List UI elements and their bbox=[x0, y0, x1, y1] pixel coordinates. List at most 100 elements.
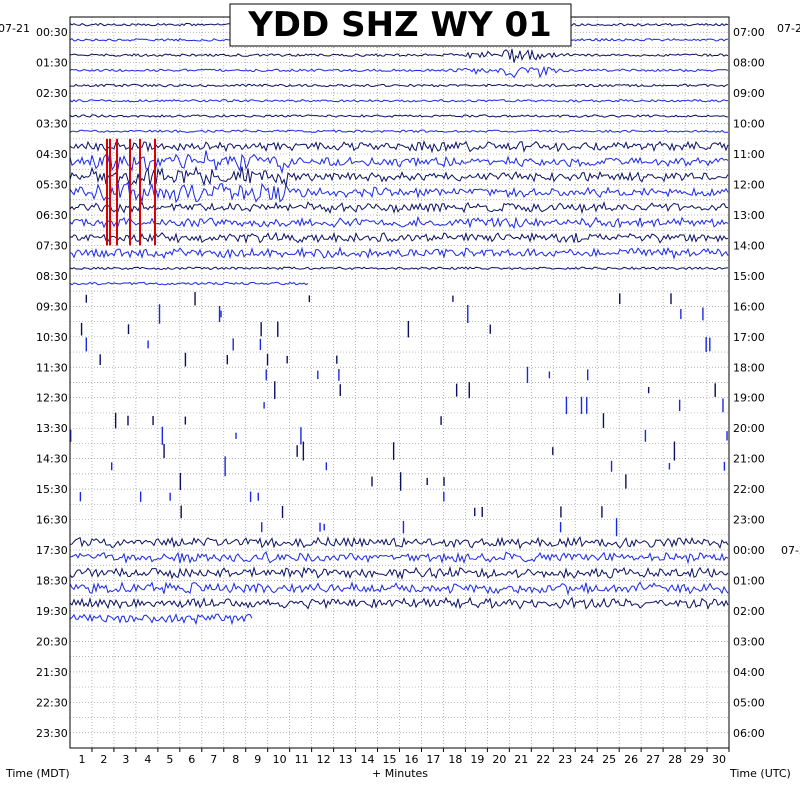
right-time-label: 21:00 bbox=[733, 453, 765, 466]
right-time-label: 07:00 bbox=[733, 26, 765, 39]
x-tick-label: 4 bbox=[144, 753, 151, 766]
x-tick-label: 11 bbox=[295, 753, 309, 766]
x-tick-label: 10 bbox=[273, 753, 287, 766]
x-tick-label: 8 bbox=[232, 753, 239, 766]
left-time-label: 06:30 bbox=[36, 209, 68, 222]
trace-row bbox=[69, 565, 729, 581]
left-time-label: 15:30 bbox=[36, 483, 68, 496]
left-time-label: 02:30 bbox=[36, 87, 68, 100]
right-time-label: 09:00 bbox=[733, 87, 765, 100]
trace-row bbox=[69, 129, 728, 134]
grid bbox=[70, 17, 729, 748]
trace-row bbox=[69, 596, 729, 610]
chart-title: YDD SHZ WY 01 bbox=[247, 5, 552, 45]
right-time-label: 15:00 bbox=[733, 270, 765, 283]
date-left: 07-21 bbox=[0, 22, 30, 35]
left-time-label: 13:30 bbox=[36, 422, 68, 435]
x-tick-label: 9 bbox=[254, 753, 261, 766]
trace-row bbox=[69, 551, 729, 565]
trace-row bbox=[69, 65, 729, 79]
right-time-label: 18:00 bbox=[733, 361, 765, 374]
x-tick-label: 30 bbox=[712, 753, 726, 766]
x-tick-label: 2 bbox=[100, 753, 107, 766]
date-right-midnight: 07-22 bbox=[781, 544, 800, 557]
left-time-label: 00:30 bbox=[36, 26, 68, 39]
right-time-label: 01:00 bbox=[733, 574, 765, 587]
x-tick-label: 20 bbox=[492, 753, 506, 766]
left-time-label: 01:30 bbox=[36, 57, 68, 70]
trace-row bbox=[69, 281, 309, 286]
left-time-label: 16:30 bbox=[36, 514, 68, 527]
right-time-label: 00:00 bbox=[733, 544, 765, 557]
left-time-label: 08:30 bbox=[36, 270, 68, 283]
y-axis-label-right: Time (UTC) bbox=[729, 767, 791, 780]
x-tick-label: 28 bbox=[668, 753, 682, 766]
right-time-label: 03:00 bbox=[733, 635, 765, 648]
x-tick-label: 22 bbox=[536, 753, 550, 766]
left-time-label: 18:30 bbox=[36, 574, 68, 587]
right-time-label: 10:00 bbox=[733, 118, 765, 131]
x-axis-label: + Minutes bbox=[372, 767, 428, 780]
x-tick-label: 26 bbox=[624, 753, 638, 766]
left-time-labels: 00:30 01:30 02:30 03:30 04:30 05:30 06:30 07:30… bbox=[36, 26, 68, 740]
x-tick-label: 7 bbox=[210, 753, 217, 766]
right-time-label: 12:00 bbox=[733, 179, 765, 192]
trace-row bbox=[69, 48, 729, 63]
left-time-label: 03:30 bbox=[36, 118, 68, 131]
x-tick-label: 12 bbox=[317, 753, 331, 766]
right-time-label: 14:00 bbox=[733, 239, 765, 252]
date-right: 07-2 bbox=[777, 22, 800, 35]
left-time-label: 17:30 bbox=[36, 544, 68, 557]
x-tick-label: 13 bbox=[339, 753, 353, 766]
right-time-label: 17:00 bbox=[733, 331, 765, 344]
x-tick-label: 19 bbox=[470, 753, 484, 766]
trace-row bbox=[69, 165, 729, 187]
x-tick-label: 23 bbox=[558, 753, 572, 766]
left-time-label: 05:30 bbox=[36, 179, 68, 192]
right-time-label: 02:00 bbox=[733, 605, 765, 618]
trace-row bbox=[69, 98, 729, 103]
x-tick-label: 16 bbox=[404, 753, 418, 766]
trace-row bbox=[69, 181, 729, 204]
left-time-label: 07:30 bbox=[36, 239, 68, 252]
right-time-label: 20:00 bbox=[733, 422, 765, 435]
x-tick-label: 29 bbox=[690, 753, 704, 766]
left-time-label: 19:30 bbox=[36, 605, 68, 618]
right-time-label: 06:00 bbox=[733, 727, 765, 740]
trace-row bbox=[69, 581, 729, 596]
right-time-label: 23:00 bbox=[733, 514, 765, 527]
x-tick-label: 25 bbox=[602, 753, 616, 766]
trace-row bbox=[69, 215, 729, 230]
trace-row bbox=[69, 246, 729, 260]
trace-row bbox=[69, 613, 253, 626]
trace-row bbox=[69, 114, 729, 118]
trace-row bbox=[69, 140, 729, 154]
right-time-label: 04:00 bbox=[733, 666, 765, 679]
title-box bbox=[229, 3, 572, 47]
trace-row bbox=[69, 266, 729, 271]
left-time-label: 20:30 bbox=[36, 635, 68, 648]
x-tick-label: 15 bbox=[383, 753, 397, 766]
right-time-label: 11:00 bbox=[733, 148, 765, 161]
x-tick-label: 17 bbox=[426, 753, 440, 766]
x-tick-label: 3 bbox=[122, 753, 129, 766]
trace-row bbox=[69, 150, 729, 175]
trace-row bbox=[69, 200, 729, 215]
left-time-label: 14:30 bbox=[36, 453, 68, 466]
left-time-label: 23:30 bbox=[36, 727, 68, 740]
left-time-label: 04:30 bbox=[36, 148, 68, 161]
x-tick-label: 24 bbox=[580, 753, 594, 766]
y-axis-label-left: Time (MDT) bbox=[5, 767, 70, 780]
x-tick-label: 27 bbox=[646, 753, 660, 766]
trace-row bbox=[69, 231, 729, 244]
right-time-labels: 07:00 08:00 09:00 10:00 11:00 12:00 13:00 14:00… bbox=[733, 26, 800, 740]
x-tick-label: 18 bbox=[448, 753, 462, 766]
right-time-label: 13:00 bbox=[733, 209, 765, 222]
right-time-label: 22:00 bbox=[733, 483, 765, 496]
left-time-label: 21:30 bbox=[36, 666, 68, 679]
x-tick-label: 21 bbox=[514, 753, 528, 766]
x-tick-label: 1 bbox=[78, 753, 85, 766]
trace-row bbox=[69, 535, 729, 550]
left-time-label: 09:30 bbox=[36, 300, 68, 313]
